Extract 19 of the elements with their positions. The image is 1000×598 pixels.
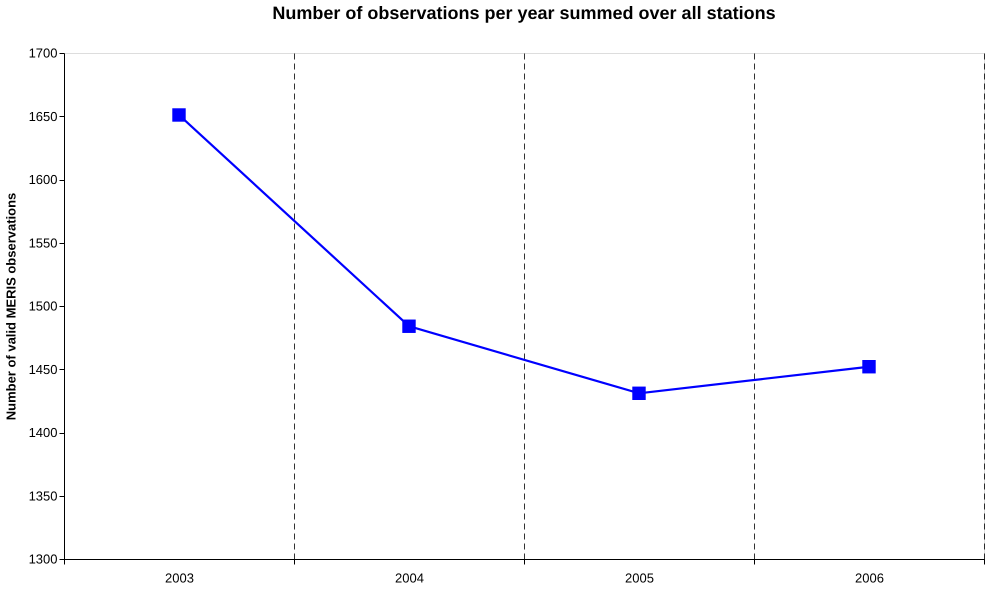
point xyxy=(172,108,186,122)
y-tick-label: 1500 xyxy=(28,298,58,314)
y-tick-label: 1350 xyxy=(28,488,58,504)
y-tick-label: 1700 xyxy=(28,46,58,60)
y-tick-label: 1550 xyxy=(28,235,58,250)
point xyxy=(402,320,416,333)
point xyxy=(862,360,876,374)
y-axis-title: Number of valid MERIS observations xyxy=(4,192,19,420)
x-tick-label: 2003 xyxy=(165,570,194,586)
y-tick-label: 1600 xyxy=(28,172,58,187)
x-tick-label: 2005 xyxy=(625,570,654,586)
x-tick-label: 2006 xyxy=(855,570,884,586)
y-tick-label: 1300 xyxy=(28,552,58,566)
y-tick-label: 1650 xyxy=(28,108,58,124)
y-tick-label: 1400 xyxy=(28,425,58,440)
x-tick-label: 2004 xyxy=(395,570,424,586)
y-tick-label: 1450 xyxy=(28,362,58,377)
chart-title: Number of observations per year summed over all stations xyxy=(272,3,776,23)
point xyxy=(632,386,646,400)
